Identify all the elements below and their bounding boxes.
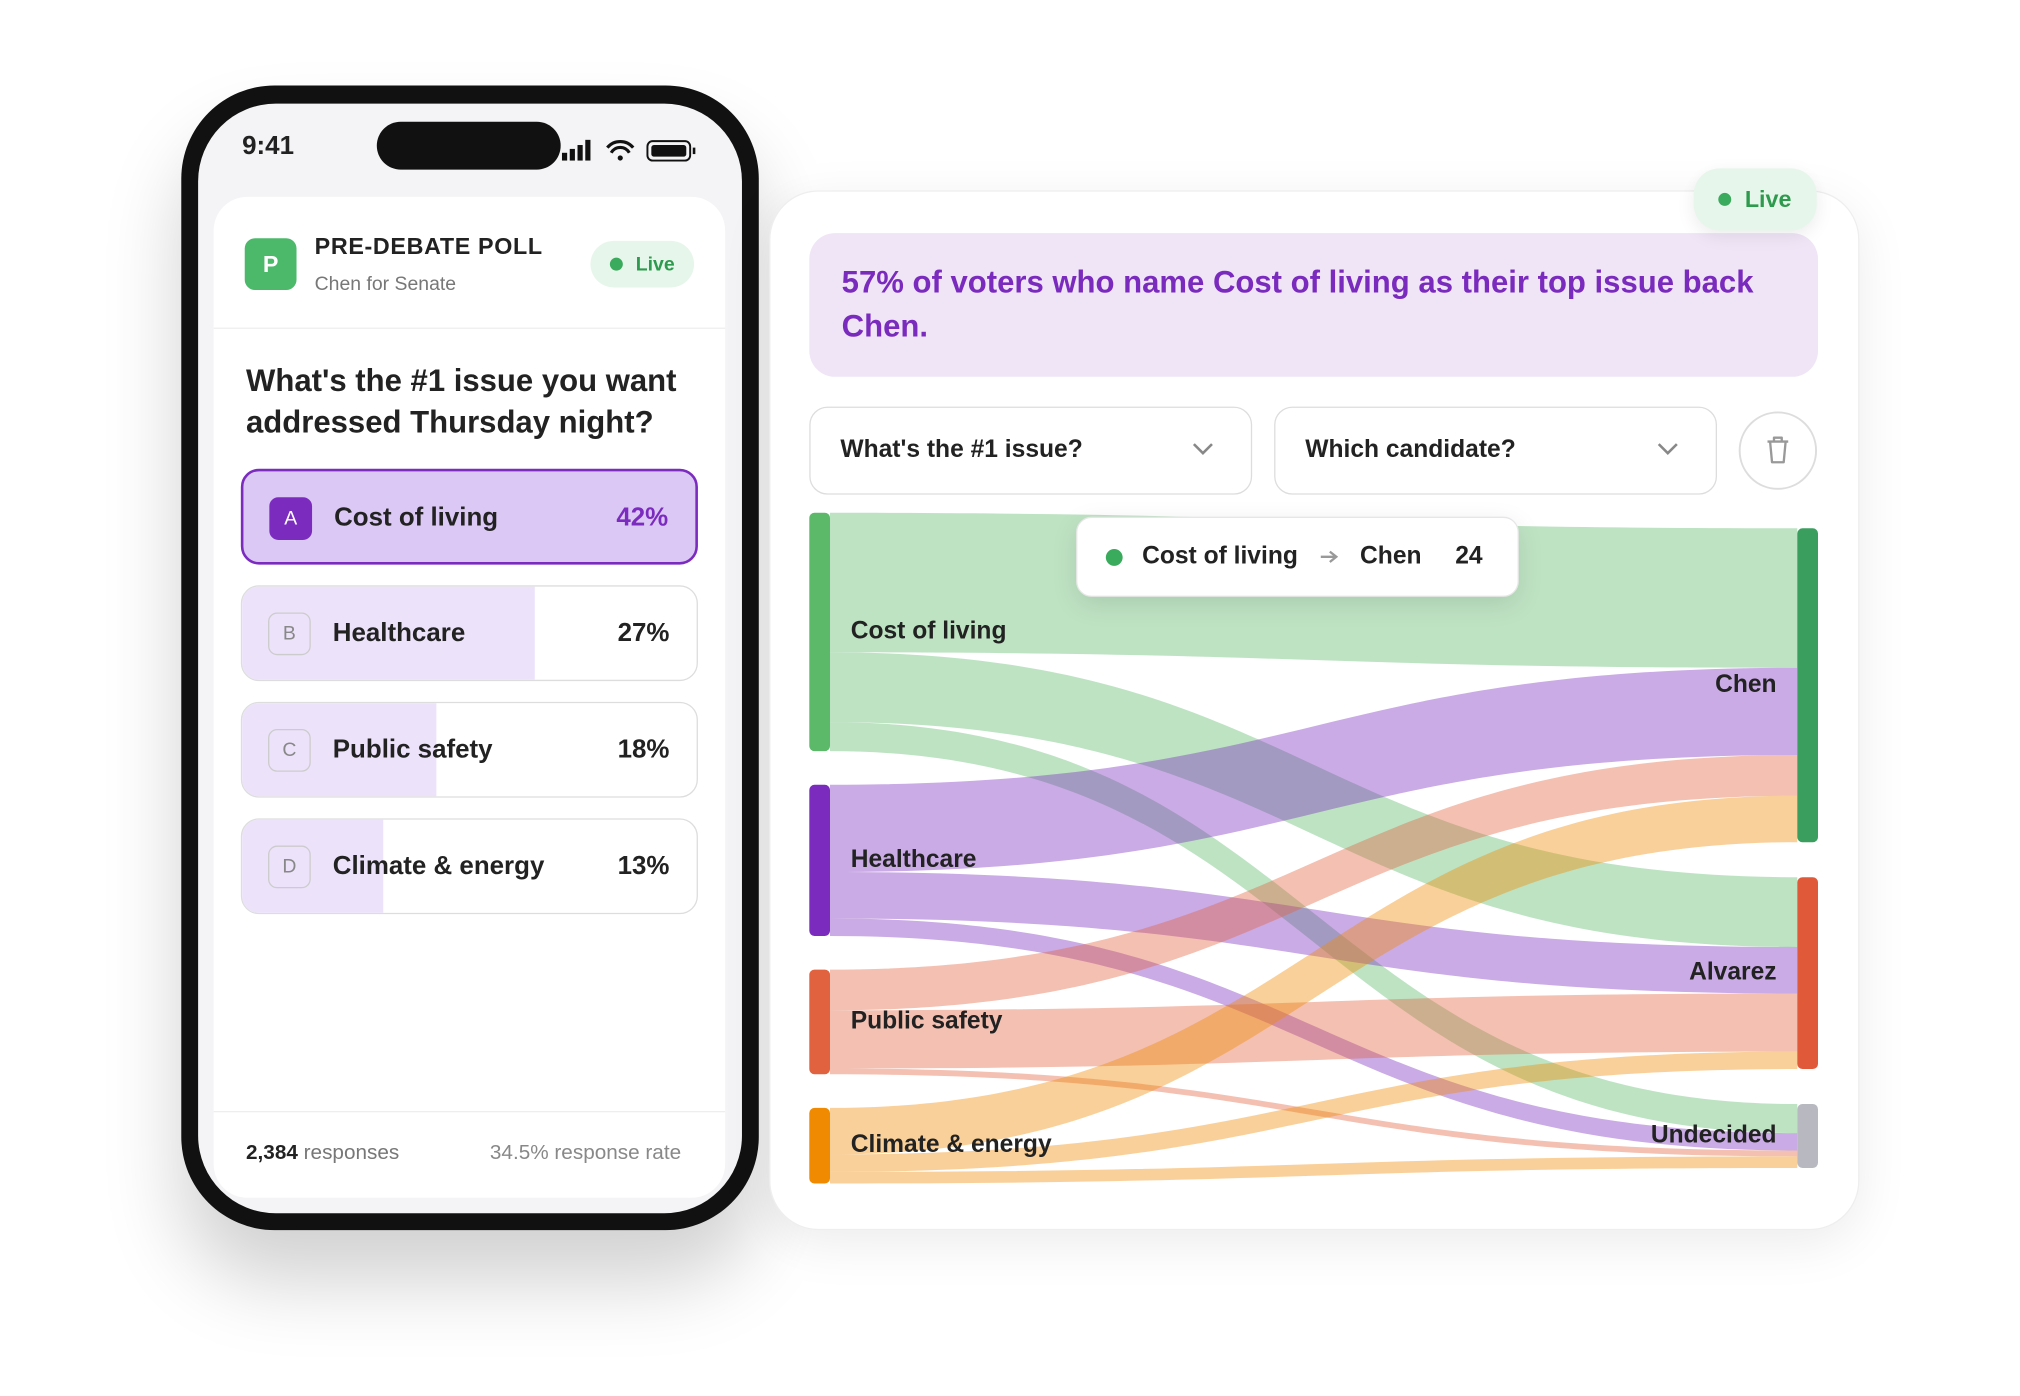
sankey-link [830,722,1798,1134]
live-text: Live [1744,185,1792,212]
status-time: 9:41 [242,132,294,161]
dynamic-island [376,121,561,170]
option-label: Cost of living [334,503,499,533]
chevron-icon [1657,443,1678,456]
sankey-link [830,1051,1798,1172]
option-percent: 27% [617,618,670,648]
responses: 2,384 responses [246,1142,399,1165]
sankey-link [830,667,1798,873]
option-percent: 13% [617,852,670,881]
poll-avatar: P [244,238,297,291]
tooltip-source: Cost of living [1142,542,1298,570]
response-rate: 34.5% response rate [489,1142,682,1165]
tooltip-dot [1105,548,1123,566]
option-letter: A [269,497,313,540]
poll-option[interactable]: D Climate & energy 13% [240,818,698,915]
source-label: Climate & energy [851,1131,1052,1158]
live-dot [609,257,623,271]
responses-count: 2,384 [246,1142,298,1165]
source-node [809,1107,831,1184]
option-label: Healthcare [332,618,466,648]
poll-card [213,196,726,1198]
divider [213,1111,726,1113]
source-label: Cost of living [851,617,1007,644]
filter-dropdown[interactable]: What's the #1 issue? [809,406,1253,495]
sankey-link [830,652,1798,947]
poll-title: PRE-DEBATE POLL [314,233,543,259]
option-percent: 42% [616,503,669,533]
filter-dropdown[interactable]: Which candidate? [1274,406,1718,495]
option-bar [242,586,535,680]
delete-button[interactable] [1738,410,1818,490]
sankey-link [830,795,1798,1155]
option-percent: 18% [617,735,670,764]
sankey-link [830,755,1798,1011]
chevron-icon [1192,443,1213,456]
sankey-link [830,872,1798,994]
live-text: Live [635,253,675,276]
live-dot [1718,192,1732,206]
sankey-link [830,993,1798,1069]
sankey-link [830,918,1798,1151]
live-badge: Live [590,240,695,288]
option-bar [242,819,383,913]
responses-text: responses [303,1142,400,1165]
poll-question: What's the #1 issue you want addressed T… [246,363,677,441]
target-label: Alvarez [1689,959,1777,986]
option-label: Climate & energy [332,852,545,881]
live-badge: Live [1693,168,1817,231]
source-label: Healthcare [851,846,977,873]
sankey-link [830,1156,1798,1184]
source-label: Public safety [851,1007,1003,1034]
option-letter: D [268,845,311,889]
status-icons [561,139,696,162]
tooltip: Cost of living Chen 24 [1076,516,1519,597]
source-node [809,512,831,752]
insight-banner: 57% of voters who name Cost of living as… [809,233,1819,377]
source-node [809,784,831,936]
tooltip-value: 24 [1455,542,1483,570]
target-node [1797,1104,1819,1168]
target-node [1797,877,1819,1070]
tooltip-target: Chen [1360,542,1422,570]
poll-option[interactable]: A Cost of living 42% [240,468,698,565]
poll-subtitle: Chen for Senate [314,273,457,296]
divider [213,327,726,329]
target-label: Undecided [1651,1121,1777,1148]
target-node [1797,528,1819,843]
option-letter: C [268,729,311,772]
arrow-icon [1321,550,1339,563]
source-node [809,969,831,1075]
option-letter: B [268,612,311,656]
sankey-link [830,1068,1798,1157]
option-bar [242,703,437,797]
poll-option[interactable]: B Healthcare 27% [240,585,698,682]
poll-option[interactable]: C Public safety 18% [240,701,698,798]
target-label: Chen [1715,671,1776,698]
option-label: Public safety [332,735,493,764]
